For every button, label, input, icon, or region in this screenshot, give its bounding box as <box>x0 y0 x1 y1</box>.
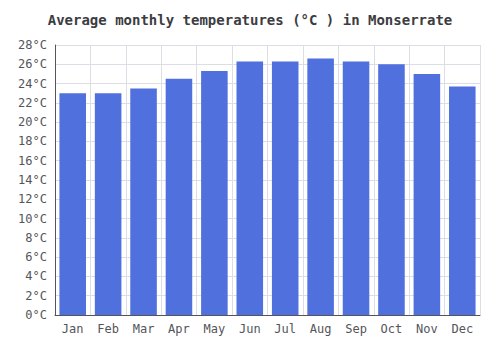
svg-text:12°C: 12°C <box>18 192 47 206</box>
svg-text:Oct: Oct <box>381 322 403 336</box>
svg-text:Jul: Jul <box>274 322 296 336</box>
svg-text:24°C: 24°C <box>18 77 47 91</box>
svg-text:May: May <box>204 322 226 336</box>
svg-text:Jun: Jun <box>239 322 261 336</box>
svg-text:Feb: Feb <box>97 322 119 336</box>
svg-text:Mar: Mar <box>133 322 155 336</box>
svg-text:16°C: 16°C <box>18 154 47 168</box>
svg-text:14°C: 14°C <box>18 173 47 187</box>
svg-text:Sep: Sep <box>345 322 367 336</box>
svg-text:18°C: 18°C <box>18 134 47 148</box>
svg-text:Aug: Aug <box>310 322 332 336</box>
svg-text:28°C: 28°C <box>18 38 47 52</box>
svg-text:6°C: 6°C <box>25 250 47 264</box>
svg-text:Dec: Dec <box>451 322 473 336</box>
svg-text:4°C: 4°C <box>25 269 47 283</box>
svg-text:0°C: 0°C <box>25 308 47 322</box>
svg-text:Average monthly temperatures (: Average monthly temperatures (°C ) in Mo… <box>48 12 453 28</box>
svg-text:26°C: 26°C <box>18 57 47 71</box>
svg-text:8°C: 8°C <box>25 231 47 245</box>
svg-text:Apr: Apr <box>168 322 190 336</box>
svg-text:20°C: 20°C <box>18 115 47 129</box>
svg-text:Jan: Jan <box>62 322 84 336</box>
svg-text:10°C: 10°C <box>18 212 47 226</box>
svg-text:2°C: 2°C <box>25 289 47 303</box>
svg-text:Nov: Nov <box>416 322 438 336</box>
svg-text:22°C: 22°C <box>18 96 47 110</box>
